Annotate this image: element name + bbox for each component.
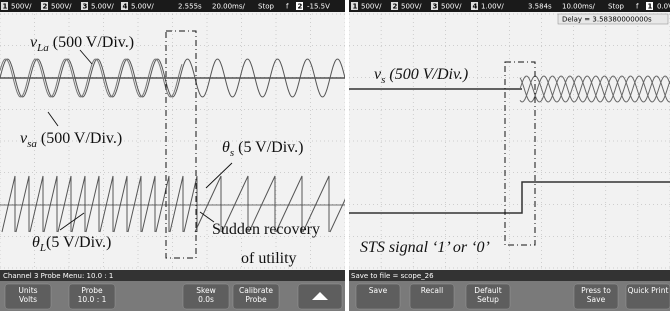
button-label: Volts (19, 295, 37, 304)
channel-number: 4 (123, 3, 128, 11)
button-label: Probe (81, 286, 103, 295)
channel-scale: 500V/ (401, 3, 422, 11)
channel-number: 1 (3, 3, 8, 11)
button-label: Units (18, 286, 37, 295)
annotation: Sudden recovery (212, 221, 320, 238)
timebase: 20.00ms/ (212, 3, 246, 11)
channel-number: 4 (473, 3, 478, 11)
figure: 1500V/2500V/35.00V/45.00V/2.555s20.00ms/… (0, 0, 670, 311)
run-state: Stop (258, 3, 274, 11)
delay: Delay = 3.58380000000s (562, 16, 652, 24)
button-label: Calibrate (239, 286, 273, 295)
channel-scale: 1.00V/ (481, 3, 504, 11)
channel-scale: 500V/ (441, 3, 462, 11)
channel-number: 3 (83, 3, 88, 11)
button-label: 10.0 : 1 (78, 295, 107, 304)
channel-number: 3 (433, 3, 438, 11)
button-label: Save (369, 286, 388, 295)
timebase: 10.00ms/ (562, 3, 596, 11)
button-label: Press to (581, 286, 611, 295)
time: 3.584s (528, 3, 552, 11)
button-label: Probe (245, 295, 267, 304)
divider (345, 0, 349, 311)
channel-scale: 500V/ (361, 3, 382, 11)
channel-scale: 5.00V/ (131, 3, 154, 11)
channel-scale: 500V/ (51, 3, 72, 11)
button-label: Quick Print (628, 286, 669, 295)
time: 2.555s (178, 3, 202, 11)
channel-scale: 5.00V/ (91, 3, 114, 11)
button-label: Save (587, 295, 606, 304)
channel-number: 2 (393, 3, 398, 11)
button-label: 0.0s (198, 295, 214, 304)
channel-number: 2 (43, 3, 48, 11)
trigger-source: 1 (648, 3, 653, 11)
annotation: of utility (241, 250, 297, 267)
save-label: Save to file = scope_26 (351, 272, 434, 280)
trigger-level: 0.0V (657, 3, 670, 11)
menu-title: Channel 3 Probe Menu: 10.0 : 1 (3, 272, 113, 280)
run-state: Stop (608, 3, 624, 11)
button-label: Recall (421, 286, 443, 295)
channel-number: 1 (353, 3, 358, 11)
trigger-level: -15.5V (307, 3, 330, 11)
trigger-source: 2 (298, 3, 303, 11)
button-label: Default (474, 286, 501, 295)
button-label: Skew (196, 286, 216, 295)
annotation: STS signal ‘1’ or ‘0’ (360, 239, 490, 256)
button-label: Setup (477, 295, 499, 304)
channel-scale: 500V/ (11, 3, 32, 11)
